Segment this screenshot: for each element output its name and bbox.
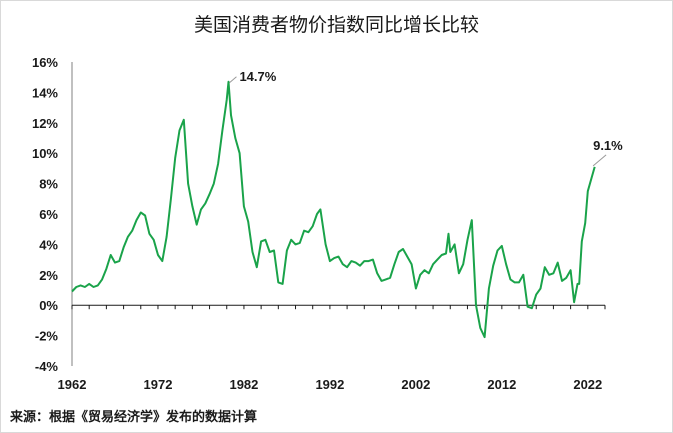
latest-annotation: 9.1% <box>593 138 623 153</box>
x-tick-label: 2022 <box>573 377 602 392</box>
cpi-series-line <box>71 80 596 339</box>
y-tick-label: 12% <box>32 116 58 131</box>
x-tick-label: 1982 <box>229 377 258 392</box>
x-tick-label: 1972 <box>144 377 173 392</box>
chart-title: 美国消费者物价指数同比增长比较 <box>193 14 479 36</box>
y-tick-label: 14% <box>32 85 58 100</box>
y-axis-labels: -4% -2% 0% 2% 4% 6% 8% 10% 12% 14% 16% <box>32 55 58 374</box>
x-tick-label: 2002 <box>401 377 430 392</box>
x-tick-label: 2012 <box>487 377 516 392</box>
y-tick-label: 16% <box>32 55 58 70</box>
y-tick-label: 10% <box>32 146 58 161</box>
y-tick-label: -2% <box>35 329 59 344</box>
x-axis-labels: 1962 1972 1982 1992 2002 2012 2022 <box>58 377 603 392</box>
y-tick-label: -4% <box>35 359 59 374</box>
y-tick-label: 0% <box>39 298 58 313</box>
y-tick-label: 8% <box>39 177 58 192</box>
x-axis-ticks <box>71 305 606 310</box>
y-tick-label: 6% <box>39 207 58 222</box>
annotation-leader <box>229 76 237 84</box>
annotation-leader <box>592 154 607 167</box>
y-tick-label: 4% <box>39 237 58 252</box>
x-tick-label: 1962 <box>58 377 87 392</box>
source-note: 来源：根据《贸易经济学》发布的数据计算 <box>10 410 258 425</box>
y-tick-label: 2% <box>39 268 58 283</box>
annotations: 14.7% 9.1% <box>229 69 623 167</box>
peak-annotation: 14.7% <box>239 69 276 84</box>
x-tick-label: 1992 <box>315 377 344 392</box>
